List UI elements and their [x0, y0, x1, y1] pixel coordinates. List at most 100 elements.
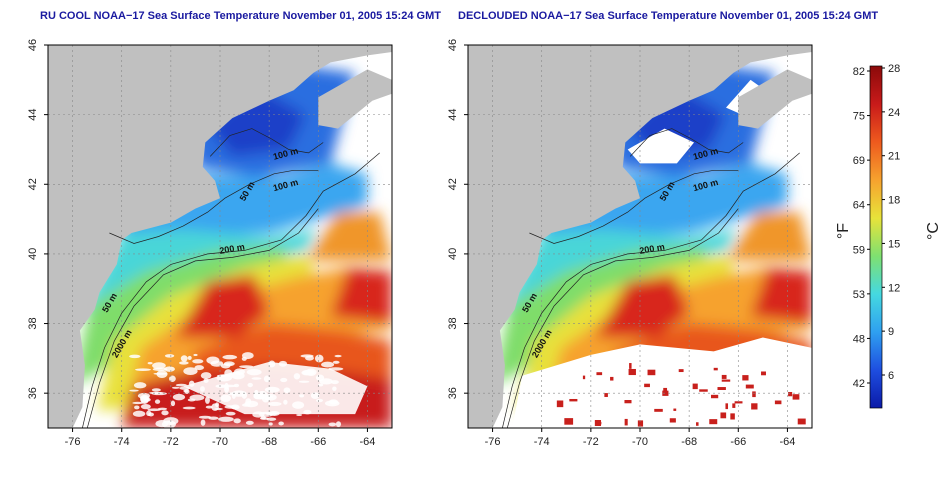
- land-mass: [468, 45, 812, 428]
- x-tick-label: -74: [534, 436, 550, 448]
- cloud-speck: [155, 420, 169, 428]
- long-island: [566, 217, 594, 227]
- retrieved-warm-pixel: [564, 418, 574, 425]
- retrieved-warm-pixel: [720, 412, 727, 419]
- sst-region-3: [504, 229, 739, 352]
- sst-region-3: [84, 229, 319, 352]
- x-tick-label: -68: [681, 436, 697, 448]
- cloud-speck: [132, 401, 144, 405]
- x-tick-label: -70: [632, 436, 648, 448]
- sst-region-4: [492, 246, 714, 387]
- cloud-speck: [200, 372, 212, 379]
- cloud-speck: [210, 360, 224, 367]
- retrieved-warm-pixel: [730, 413, 735, 420]
- cloud-speck: [211, 403, 219, 411]
- cloud-speck: [245, 420, 254, 425]
- cloud-speck: [305, 355, 314, 361]
- sst-map-panel-declouded: 100 m 100 m 50 m 200 m 50 m 2000 m -76 -74 -72 -7…: [420, 0, 840, 480]
- land-mass: [48, 45, 392, 428]
- cloud-speck: [218, 416, 234, 422]
- cloud-speck: [171, 386, 180, 389]
- y-tick-label: 44: [447, 109, 459, 121]
- celsius-tick-label: 18: [888, 195, 900, 207]
- y-tick-label: 36: [447, 387, 459, 399]
- cloud-speck: [161, 410, 169, 416]
- cloud-speck: [321, 361, 335, 368]
- cloud-speck: [268, 422, 273, 426]
- retrieved-warm-pixel: [654, 408, 663, 412]
- retrieved-warm-pixel: [711, 394, 719, 399]
- retrieved-warm-pixel: [669, 418, 676, 423]
- retrieved-warm-pixel: [696, 422, 699, 426]
- y-tick-label: 46: [447, 39, 459, 51]
- y-tick-label: 42: [447, 178, 459, 190]
- cloud-speck: [129, 354, 141, 359]
- retrieved-warm-pixel: [569, 398, 578, 402]
- y-tick-label: 44: [27, 109, 39, 121]
- retrieved-warm-pixel: [556, 400, 564, 408]
- retrieved-warm-pixel: [629, 363, 632, 369]
- cloud-speck: [200, 419, 206, 426]
- sst-region-10: [330, 267, 392, 324]
- contour-label: 200 m: [219, 242, 246, 256]
- x-tick-label: -76: [485, 436, 501, 448]
- celsius-unit: °C: [925, 222, 942, 240]
- sst-region-1: [207, 86, 306, 157]
- retrieved-warm-pixel: [637, 420, 644, 427]
- fahrenheit-tick-label: 69: [853, 155, 865, 167]
- cloud-speck: [179, 361, 189, 365]
- retrieved-warm-pixel: [792, 394, 800, 400]
- retrieved-warm-pixel: [673, 408, 677, 411]
- fahrenheit-tick-label: 64: [853, 200, 865, 212]
- retrieved-warm-pixel: [721, 374, 727, 379]
- bathymetry-contour: [629, 128, 744, 157]
- y-tick-label: 38: [447, 317, 459, 329]
- sst-region-4: [72, 246, 294, 387]
- cloud-speck: [198, 415, 212, 419]
- x-tick-label: -66: [310, 436, 326, 448]
- cloud-speck: [266, 417, 277, 421]
- x-tick-label: -72: [583, 436, 599, 448]
- cloud-speck: [134, 405, 140, 410]
- y-tick-label: 40: [447, 248, 459, 260]
- retrieved-warm-pixel: [788, 391, 793, 397]
- contour-label: 200 m: [639, 242, 666, 256]
- retrieved-warm-pixel: [732, 403, 736, 408]
- x-tick-label: -74: [114, 436, 130, 448]
- retrieved-warm-pixel: [610, 376, 614, 381]
- retrieved-warm-pixel: [692, 383, 698, 390]
- long-island: [146, 217, 174, 227]
- temperature-colorbar: 82 75 69 64 59 53 48 42 28 24 21 18 15 12 9 6 °F °C: [830, 0, 950, 480]
- y-tick-label: 46: [27, 39, 39, 51]
- sst-region-9: [175, 274, 270, 338]
- cloud-speck: [225, 411, 236, 416]
- cloud-speck: [222, 354, 238, 360]
- cloud-speck: [278, 421, 284, 426]
- retrieved-warm-pixel: [742, 375, 749, 381]
- sst-region-10: [750, 267, 812, 324]
- fahrenheit-tick-label: 42: [853, 378, 865, 390]
- fahrenheit-tick-label: 48: [853, 333, 865, 345]
- cloud-speck: [193, 353, 198, 357]
- bathymetry-contour: [82, 152, 380, 428]
- retrieved-warm-pixel: [717, 387, 726, 391]
- cloud-speck: [334, 354, 342, 358]
- cloud-speck: [170, 400, 176, 407]
- fahrenheit-tick-label: 75: [853, 111, 865, 123]
- celsius-tick-label: 21: [888, 151, 900, 163]
- fahrenheit-tick-label: 82: [853, 66, 865, 78]
- cloud-speck: [175, 383, 188, 387]
- left-panel-title: RU COOL NOAA−17 Sea Surface Temperature …: [40, 10, 441, 22]
- sst-region-7: [726, 212, 812, 261]
- cloud-speck: [172, 393, 186, 401]
- bathymetry-contour: [506, 208, 739, 428]
- celsius-tick-label: 9: [888, 326, 894, 338]
- fahrenheit-unit: °F: [835, 223, 852, 239]
- cloud-speck: [194, 365, 205, 371]
- cloud-speck: [183, 367, 198, 376]
- cloud-speck: [152, 362, 166, 370]
- retrieved-warm-pixel: [597, 421, 602, 425]
- celsius-tick-label: 6: [888, 370, 894, 382]
- x-tick-label: -64: [779, 436, 795, 448]
